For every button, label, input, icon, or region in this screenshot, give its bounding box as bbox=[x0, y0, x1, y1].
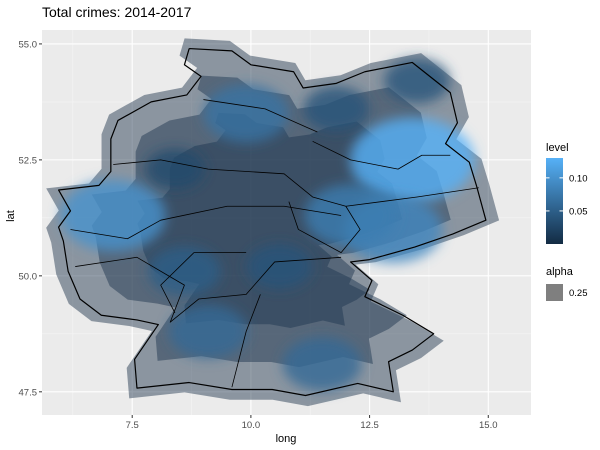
x-tick-label: 7.5 bbox=[126, 420, 139, 431]
state-border bbox=[113, 159, 479, 207]
density-hotspot bbox=[145, 148, 205, 190]
density-hotspot bbox=[303, 86, 370, 132]
density-layer bbox=[46, 38, 500, 407]
legend-alpha-title: alpha bbox=[546, 266, 574, 278]
density-hotspot bbox=[148, 246, 221, 296]
x-axis-title: long bbox=[276, 433, 297, 445]
x-tick-label: 12.5 bbox=[360, 420, 379, 431]
state-border bbox=[70, 205, 342, 240]
density-hotspot bbox=[246, 244, 313, 290]
legend-colorbar bbox=[546, 158, 563, 244]
state-border bbox=[288, 201, 361, 254]
state-border bbox=[160, 252, 247, 314]
density-hotspot bbox=[350, 117, 475, 203]
density-hotspot bbox=[168, 304, 248, 359]
density-hotspot bbox=[282, 337, 362, 391]
legend-level: level 0.05 0.10 bbox=[546, 142, 588, 244]
legend-alpha: alpha 0.25 bbox=[546, 266, 588, 301]
density-hotspot bbox=[384, 58, 451, 104]
density-hotspot bbox=[203, 84, 289, 143]
legend-level-ticks: 0.05 0.10 bbox=[546, 173, 588, 217]
y-axis-title: lat bbox=[5, 210, 17, 222]
legend-tick-label: 0.10 bbox=[569, 173, 588, 184]
axis-layer: 7.5 10.0 12.5 15.0 47.5 50.0 52.5 55.0 bbox=[19, 39, 498, 431]
legend-level-title: level bbox=[546, 142, 569, 154]
legend-tick-label: 0.05 bbox=[569, 206, 588, 217]
y-tick-label: 52.5 bbox=[19, 155, 38, 166]
state-border bbox=[75, 256, 342, 323]
density-hotspot bbox=[304, 184, 397, 247]
state-border bbox=[231, 294, 261, 388]
legend-alpha-label: 0.25 bbox=[569, 288, 588, 299]
x-tick-label: 15.0 bbox=[479, 420, 498, 431]
border-layer bbox=[58, 47, 487, 397]
chart-title: Total crimes: 2014-2017 bbox=[42, 4, 192, 20]
y-tick-label: 50.0 bbox=[19, 271, 38, 282]
country-border bbox=[58, 47, 487, 397]
legend-alpha-swatch bbox=[546, 284, 563, 301]
density-hotspot bbox=[60, 179, 166, 252]
y-tick-label: 47.5 bbox=[19, 387, 38, 398]
state-border bbox=[312, 140, 451, 170]
x-tick-label: 10.0 bbox=[242, 420, 261, 431]
y-tick-label: 55.0 bbox=[19, 39, 38, 50]
state-border bbox=[203, 99, 318, 133]
